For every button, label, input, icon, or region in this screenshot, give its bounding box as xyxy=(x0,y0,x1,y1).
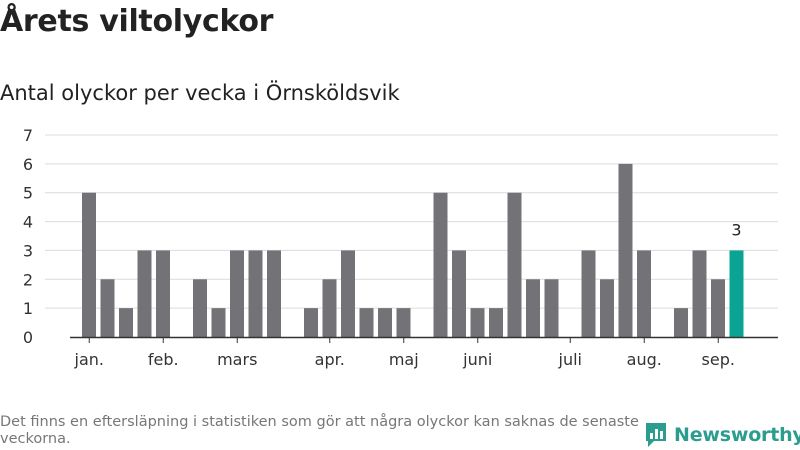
chart-title: Årets viltolyckor xyxy=(0,4,274,39)
y-tick-label: 1 xyxy=(23,299,33,318)
x-tick-label: feb. xyxy=(148,350,179,369)
bar xyxy=(396,308,411,337)
bar xyxy=(137,250,152,337)
bar xyxy=(637,250,651,337)
bar xyxy=(526,279,540,337)
bar xyxy=(100,279,115,337)
bar xyxy=(674,308,688,337)
x-tick-label: sep. xyxy=(702,350,735,369)
chart-subtitle: Antal olyckor per vecka i Örnsköldsvik xyxy=(0,81,400,105)
bar xyxy=(359,308,374,337)
x-tick-label: aug. xyxy=(627,350,662,369)
bar xyxy=(211,308,226,337)
y-tick-label: 3 xyxy=(23,241,33,260)
y-tick-label: 2 xyxy=(23,270,33,289)
y-tick-label: 5 xyxy=(23,184,33,203)
bar xyxy=(156,250,170,337)
newsworthy-logo: Newsworthy xyxy=(644,421,800,449)
y-tick-label: 0 xyxy=(23,328,33,347)
footnote: Det finns en eftersläpning i statistiken… xyxy=(0,414,639,447)
annotations: 3 xyxy=(731,220,741,239)
bar xyxy=(267,250,281,337)
x-tick-labels: jan. feb. mars apr. maj juni juli aug. sep. xyxy=(74,350,735,369)
bar xyxy=(507,192,522,337)
x-axis xyxy=(70,336,778,343)
bar xyxy=(692,250,707,337)
bar xyxy=(378,308,392,337)
y-tick-label: 7 xyxy=(23,126,33,145)
x-tick-label: jan. xyxy=(74,350,104,369)
bar xyxy=(304,308,318,337)
x-tick-label: juli xyxy=(558,350,582,369)
bar xyxy=(230,250,244,337)
bar xyxy=(711,279,725,337)
bar xyxy=(470,308,485,337)
bar xyxy=(581,250,596,337)
x-tick-label: apr. xyxy=(315,350,345,369)
bar xyxy=(322,279,337,337)
bar xyxy=(82,192,96,337)
bar xyxy=(618,163,633,337)
bar xyxy=(433,192,448,337)
bar xyxy=(452,250,466,337)
brand-name: Newsworthy xyxy=(674,424,800,446)
bars xyxy=(82,163,744,337)
newsworthy-logo-icon xyxy=(646,423,666,447)
last-value-label: 3 xyxy=(731,220,741,239)
x-tick-label: juni xyxy=(462,350,492,369)
bar xyxy=(489,308,503,337)
grid-lines xyxy=(45,134,778,309)
bar xyxy=(544,279,559,337)
bar xyxy=(119,308,133,337)
bar-chart: 0 1 2 3 4 5 6 7 jan. feb. mars apr. maj juni juli aug.… xyxy=(23,126,778,369)
x-tick-label: maj xyxy=(389,350,419,369)
bar xyxy=(248,250,263,337)
bar xyxy=(341,250,355,337)
y-tick-labels: 0 1 2 3 4 5 6 7 xyxy=(23,126,33,347)
bar xyxy=(600,279,614,337)
y-tick-label: 6 xyxy=(23,155,33,174)
bar xyxy=(193,279,207,337)
y-tick-label: 4 xyxy=(23,213,33,232)
bar xyxy=(729,250,744,337)
x-tick-label: mars xyxy=(217,350,257,369)
